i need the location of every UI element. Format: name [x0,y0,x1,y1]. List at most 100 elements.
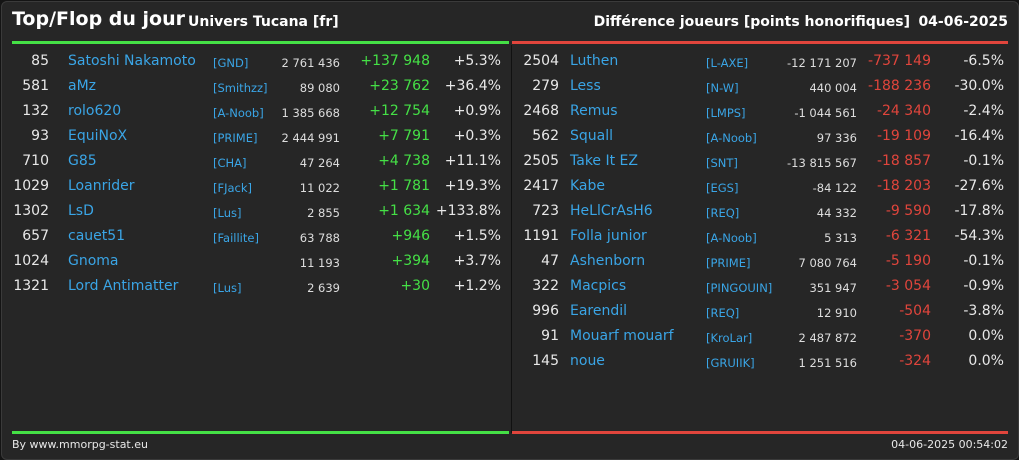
player-name-link[interactable]: Take It EZ [570,153,638,169]
percent-change: -27.6% [954,178,1004,194]
player-name-link[interactable]: Mouarf mouarf [570,328,674,344]
table-row: 2504 Luthen [L-AXE] -12 171 207 -737 149 -6.5… [510,49,1018,74]
player-points: 2 761 436 [281,56,340,70]
alliance-tag-link[interactable]: [GND] [213,56,249,70]
player-name-link[interactable]: Gnoma [68,253,119,269]
player-points: 440 004 [809,81,857,95]
player-name-link[interactable]: Macpics [570,278,627,294]
player-rank: 581 [22,78,49,94]
alliance-tag-link[interactable]: [Lus] [213,206,242,220]
table-row: 322 Macpics [PINGOUIN] 351 947 -3 054 -0.9% [510,274,1018,299]
alliance-tag-link[interactable]: [REQ] [706,306,740,320]
player-name-link[interactable]: HeLlCrAsH6 [570,203,653,219]
player-rank: 723 [532,203,559,219]
table-row: 562 Squall [A-Noob] 97 336 -19 109 -16.4% [510,124,1018,149]
player-points: 2 487 872 [798,331,857,345]
player-points: 97 336 [816,131,857,145]
table-row: 2505 Take It EZ [SNT] -13 815 567 -18 857 -0.… [510,149,1018,174]
column-divider [511,45,512,433]
player-points: 1 385 668 [281,106,340,120]
alliance-tag-link[interactable]: [EGS] [706,181,739,195]
player-points: -1 044 561 [794,106,857,120]
table-row: 132 rolo620 [A-Noob] 1 385 668 +12 754 +0.9% [2,99,510,124]
table-row: 1302 LsD [Lus] 2 855 +1 634 +133.8% [2,199,510,224]
alliance-tag-link[interactable]: [FJack] [213,181,253,195]
player-rank: 1321 [13,278,49,294]
player-points: 2 855 [307,206,340,220]
alliance-tag-link[interactable]: [PINGOUIN] [706,281,773,295]
player-name-link[interactable]: Squall [570,128,614,144]
player-rank: 91 [541,328,559,344]
alliance-tag-link[interactable]: [PRIME] [213,131,258,145]
alliance-tag-link[interactable]: [N-W] [706,81,739,95]
player-name-link[interactable]: Loanrider [68,178,135,194]
table-row: 145 noue [GRUIIK] 1 251 516 -324 0.0% [510,349,1018,374]
table-row: 996 Earendil [REQ] 12 910 -504 -3.8% [510,299,1018,324]
player-rank: 1024 [13,253,49,269]
player-points: 89 080 [299,81,340,95]
alliance-tag-link[interactable]: [Lus] [213,281,242,295]
player-points: -84 122 [812,181,857,195]
percent-change: +3.7% [453,253,501,269]
player-name-link[interactable]: Kabe [570,178,606,194]
percent-change: +1.2% [453,278,501,294]
points-difference: -324 [899,353,931,369]
alliance-tag-link[interactable]: [LMPS] [706,106,746,120]
player-name-link[interactable]: Ashenborn [570,253,646,269]
player-name-link[interactable]: Remus [570,103,618,119]
player-rank: 996 [532,303,559,319]
percent-change: -0.1% [963,153,1004,169]
percent-change: -0.9% [963,278,1004,294]
points-difference: +137 948 [360,53,430,69]
percent-change: 0.0% [968,328,1004,344]
table-row: 1191 Folla junior [A-Noob] 5 313 -6 321 -54.3… [510,224,1018,249]
alliance-tag-link[interactable]: [PRIME] [706,256,751,270]
points-difference: -9 590 [885,203,931,219]
alliance-tag-link[interactable]: [REQ] [706,206,740,220]
percent-change: -54.3% [954,228,1004,244]
percent-change: +0.9% [453,103,501,119]
player-rank: 2417 [523,178,559,194]
points-difference: -188 236 [868,78,931,94]
player-name-link[interactable]: Folla junior [570,228,647,244]
table-row: 1024 Gnoma 11 193 +394 +3.7% [2,249,510,274]
table-row: 710 G85 [CHA] 47 264 +4 738 +11.1% [2,149,510,174]
alliance-tag-link[interactable]: [SNT] [706,156,738,170]
player-rank: 145 [532,353,559,369]
player-rank: 47 [541,253,559,269]
player-name-link[interactable]: aMz [68,78,97,94]
points-difference: +30 [400,278,430,294]
alliance-tag-link[interactable]: [A-Noob] [706,231,757,245]
table-row: 1321 Lord Antimatter [Lus] 2 639 +30 +1.2% [2,274,510,299]
points-difference: +23 762 [369,78,430,94]
bottom-bar-red [512,431,1008,434]
alliance-tag-link[interactable]: [KroLar] [706,331,753,345]
player-points: 2 444 991 [281,131,340,145]
table-row: 723 HeLlCrAsH6 [REQ] 44 332 -9 590 -17.8% [510,199,1018,224]
player-name-link[interactable]: LsD [68,203,94,219]
player-name-link[interactable]: EquiNoX [68,128,128,144]
alliance-tag-link[interactable]: [Smithzz] [213,81,268,95]
player-name-link[interactable]: Lord Antimatter [68,278,179,294]
player-name-link[interactable]: cauet51 [68,228,126,244]
player-name-link[interactable]: Luthen [570,53,619,69]
alliance-tag-link[interactable]: [L-AXE] [706,56,749,70]
points-difference: -18 203 [876,178,931,194]
player-points: 44 332 [816,206,857,220]
player-name-link[interactable]: G85 [68,153,97,169]
player-name-link[interactable]: Satoshi Nakamoto [68,53,196,69]
percent-change: +11.1% [444,153,501,169]
alliance-tag-link[interactable]: [Faillite] [213,231,259,245]
footer-timestamp: 04-06-2025 00:54:02 [891,438,1008,451]
alliance-tag-link[interactable]: [CHA] [213,156,247,170]
site-credit: By www.mmorpg-stat.eu [12,438,148,451]
player-name-link[interactable]: Less [570,78,601,94]
points-difference: +4 738 [378,153,430,169]
percent-change: +133.8% [435,203,501,219]
player-name-link[interactable]: noue [570,353,605,369]
alliance-tag-link[interactable]: [A-Noob] [213,106,264,120]
player-name-link[interactable]: Earendil [570,303,628,319]
player-name-link[interactable]: rolo620 [68,103,122,119]
alliance-tag-link[interactable]: [GRUIIK] [706,356,755,370]
alliance-tag-link[interactable]: [A-Noob] [706,131,757,145]
